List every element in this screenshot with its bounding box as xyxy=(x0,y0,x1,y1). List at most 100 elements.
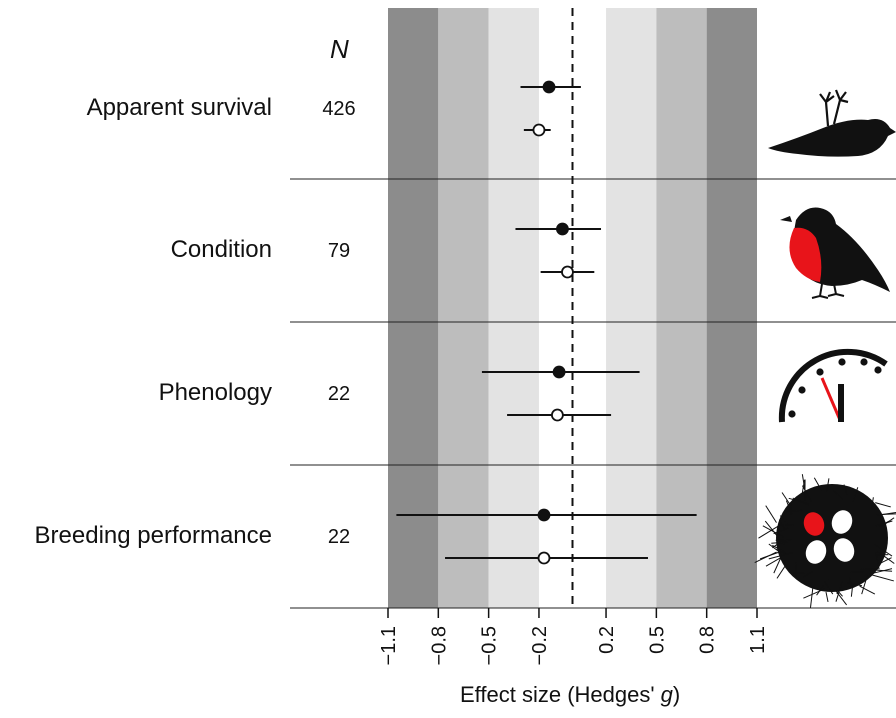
x-tick-label-1: −0.8 xyxy=(428,626,450,665)
point-estimate-open-3 xyxy=(537,551,551,565)
n-column-header: N xyxy=(330,34,349,64)
dead-bird-icon xyxy=(768,89,896,157)
nest-twig xyxy=(870,574,894,582)
nest-twig xyxy=(843,484,848,496)
nest-twig xyxy=(826,478,830,492)
nest-twig xyxy=(866,568,893,572)
nest-twig xyxy=(773,527,789,535)
shading-band-1 xyxy=(438,8,489,608)
category-label-condition: Condition xyxy=(170,236,272,263)
nest-twig xyxy=(803,588,826,599)
clock-hand-minute xyxy=(820,377,842,421)
x-axis-label-text: Effect size (Hedges' xyxy=(460,682,661,707)
nest-twig xyxy=(824,581,834,595)
nest-twig xyxy=(874,543,893,557)
x-axis-label-close: ) xyxy=(672,682,681,707)
nest-twig xyxy=(847,582,863,587)
nest-twig xyxy=(754,551,777,563)
nest-twig xyxy=(816,585,825,596)
nest-twig xyxy=(768,543,782,554)
nest-twig xyxy=(871,497,874,509)
point-estimate-open-2 xyxy=(551,408,564,422)
point-estimate-open-0 xyxy=(532,123,546,137)
nest-twig xyxy=(875,502,891,508)
clock-dot-0 xyxy=(788,410,796,418)
nest-twig xyxy=(861,575,868,595)
nest-twig xyxy=(764,520,780,540)
nest-twig xyxy=(781,492,795,512)
nest-egg-red xyxy=(803,512,825,536)
nest-twig xyxy=(773,550,785,574)
clock-icon xyxy=(778,348,888,423)
clock-dot-1 xyxy=(798,386,806,394)
nest-twig xyxy=(776,538,792,541)
nest-egg-1 xyxy=(831,510,853,534)
category-label-apparent-survival: Apparent survival xyxy=(86,94,272,121)
x-tick-label-0: −1.1 xyxy=(378,626,400,665)
x-axis-label-italic: g xyxy=(660,682,673,707)
clock-dot-4 xyxy=(860,358,868,366)
category-label-breeding-performance: Breeding performance xyxy=(34,522,272,549)
robin-legs xyxy=(811,283,845,299)
nest-twig xyxy=(859,585,876,595)
nest-twig xyxy=(877,550,895,564)
nest-egg-2 xyxy=(805,540,827,564)
robin-icon xyxy=(780,207,890,299)
sample-size-breeding-performance: 22 xyxy=(327,526,351,548)
x-tick-label-5: 0.5 xyxy=(646,626,668,654)
nest-twig xyxy=(801,474,807,499)
clock-hand-hour xyxy=(838,384,844,422)
nest-twig xyxy=(835,581,843,602)
nest-twig xyxy=(801,485,813,503)
x-tick-label-7: 1.1 xyxy=(747,626,769,654)
clock-dot-3 xyxy=(838,358,846,366)
nest-twig xyxy=(785,509,803,513)
dead-bird-feet xyxy=(819,89,849,127)
nest-twig xyxy=(765,505,777,523)
nest-twig xyxy=(860,568,879,571)
shading-band-2 xyxy=(488,8,539,608)
nest-twig xyxy=(850,583,854,597)
shading-band-0 xyxy=(388,8,439,608)
nest-twig xyxy=(795,561,798,578)
nest-twig xyxy=(868,568,893,575)
x-tick-label-2: −0.5 xyxy=(479,626,501,665)
clock-dot-2 xyxy=(816,368,824,376)
nest-twig xyxy=(779,515,789,526)
x-tick-label-4: 0.2 xyxy=(596,626,618,654)
clock-dot-5 xyxy=(874,366,882,374)
nest-twig xyxy=(875,552,880,570)
nest-twig xyxy=(881,517,895,527)
x-tick-label-6: 0.8 xyxy=(697,626,719,654)
dead-bird-body xyxy=(768,119,896,157)
sample-size-phenology: 22 xyxy=(327,383,351,405)
nest-twig xyxy=(771,541,788,544)
nest-twig xyxy=(813,477,822,491)
nest-egg-3 xyxy=(833,538,855,562)
nest-twig xyxy=(758,525,779,539)
nest-twig xyxy=(778,519,786,531)
robin-breast xyxy=(789,227,822,282)
nest-twig xyxy=(835,590,848,606)
point-estimate-filled-1 xyxy=(556,222,569,236)
nest-twig xyxy=(772,544,789,555)
nest-twig xyxy=(827,579,843,597)
point-estimate-filled-0 xyxy=(542,80,556,94)
point-estimate-filled-3 xyxy=(537,508,551,522)
nest-icon xyxy=(754,474,896,608)
nest-twig xyxy=(768,551,794,560)
nest-twig xyxy=(788,497,809,505)
nest-twig xyxy=(852,487,859,503)
nest-body xyxy=(776,484,888,592)
sample-size-condition: 79 xyxy=(327,240,351,262)
nest-twig xyxy=(825,591,829,603)
nest-twig xyxy=(762,525,785,538)
nest-twig xyxy=(801,479,805,494)
x-tick-label-3: −0.2 xyxy=(529,626,551,665)
nest-twig xyxy=(832,490,844,500)
shading-band-4 xyxy=(656,8,707,608)
nest-twig xyxy=(790,503,792,515)
category-label-phenology: Phenology xyxy=(158,379,272,406)
